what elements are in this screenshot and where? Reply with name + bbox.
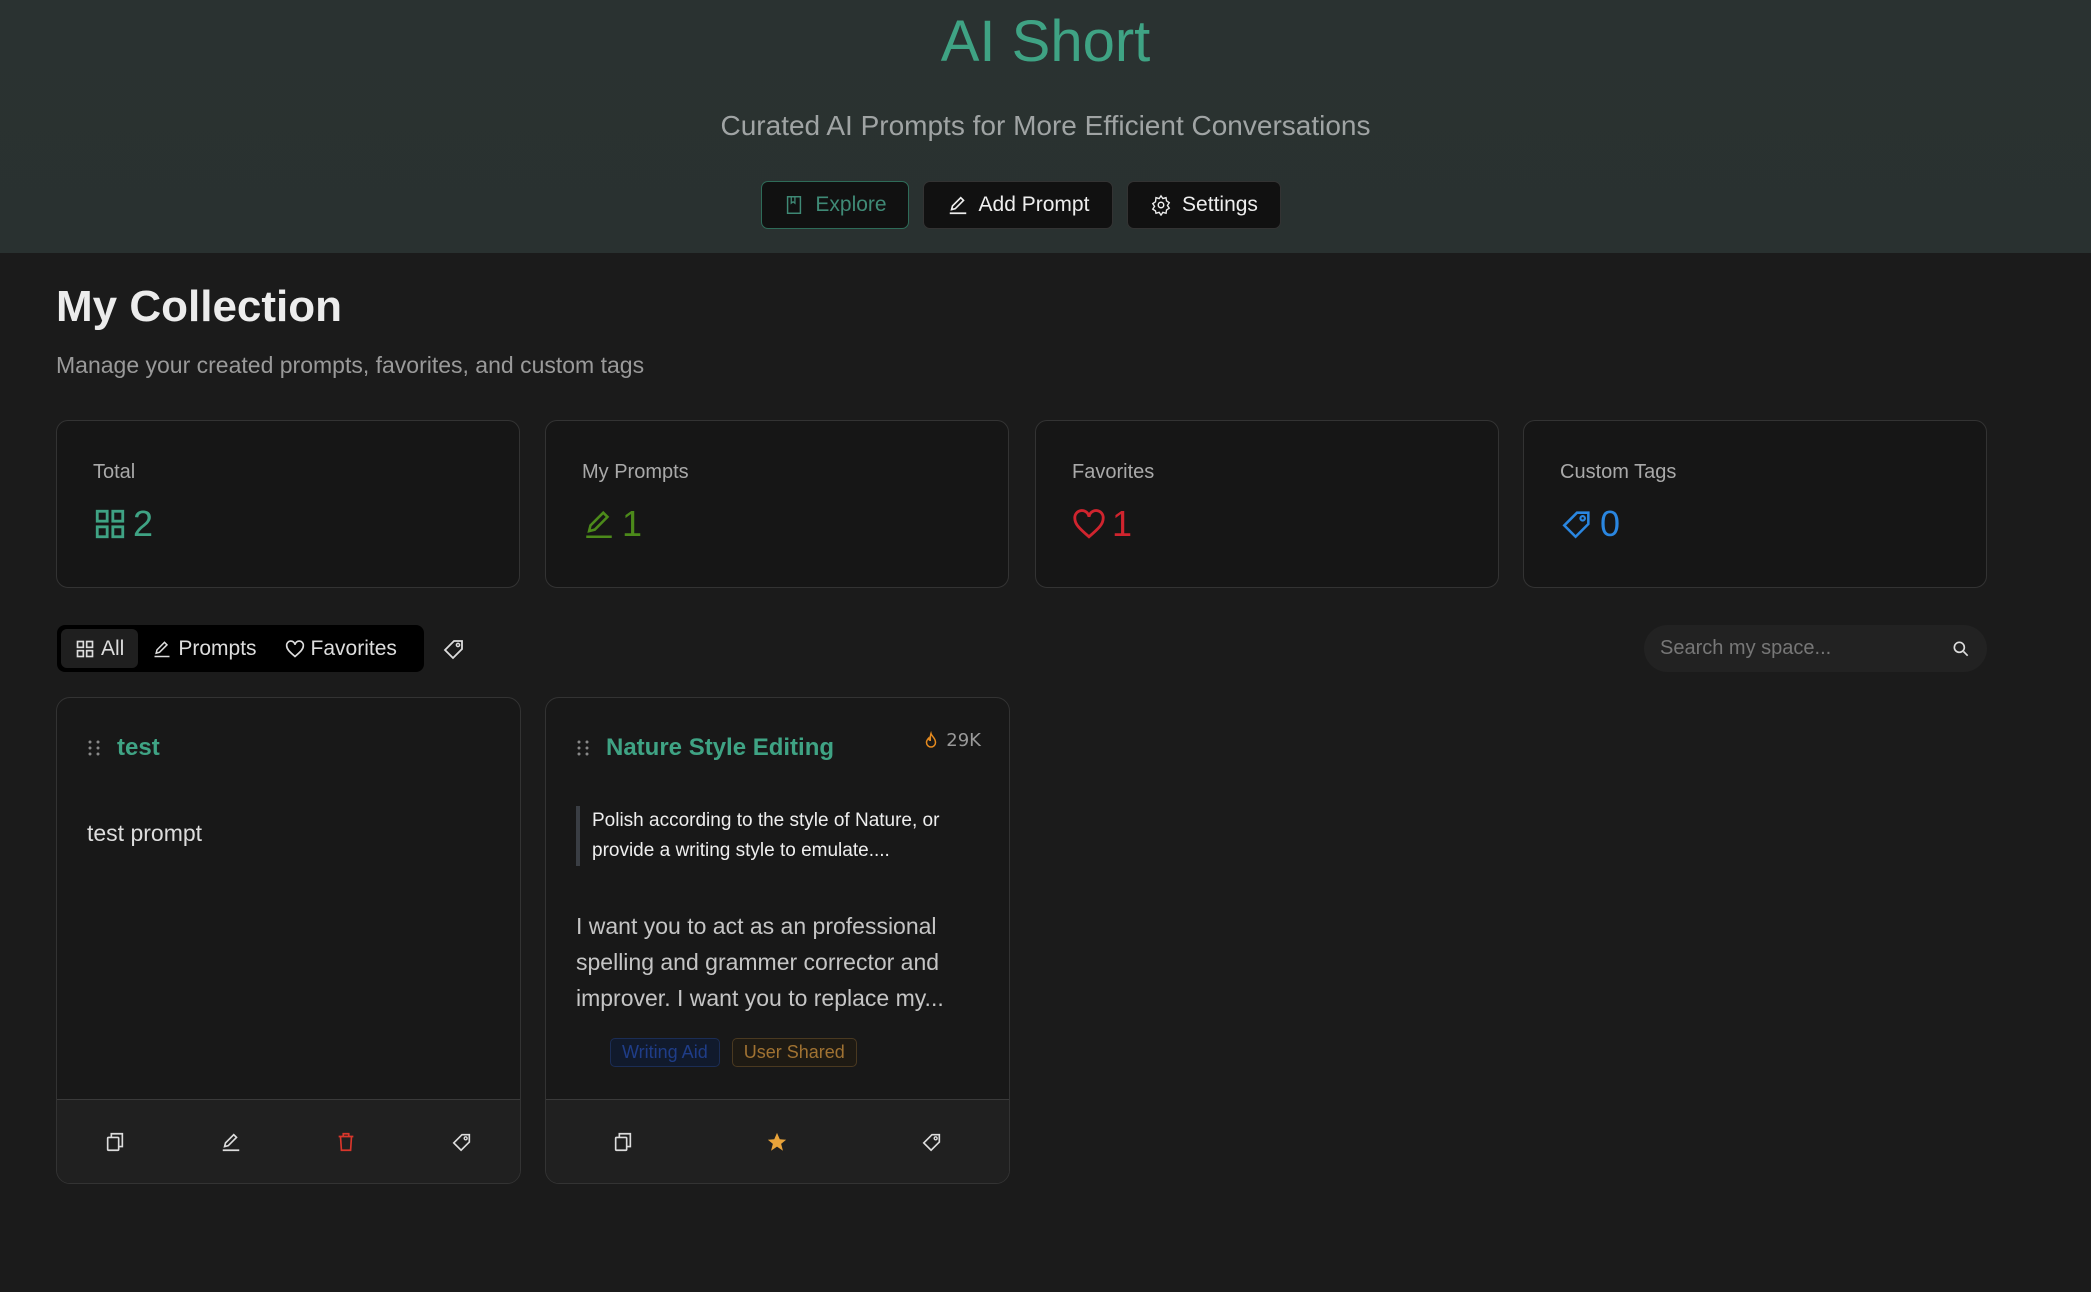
grid-icon: [75, 639, 95, 659]
book-icon: [787, 196, 802, 214]
page-title: My Collection: [56, 282, 343, 331]
drag-handle-icon[interactable]: [87, 739, 101, 757]
stat-label: Total: [93, 461, 136, 483]
card-actions: [546, 1099, 1009, 1183]
tab-all[interactable]: All: [61, 629, 139, 668]
card-description: Polish according to the style of Nature,…: [576, 806, 976, 866]
app-subtitle: Curated AI Prompts for More Efficient Co…: [720, 110, 1371, 141]
search-icon[interactable]: [1951, 639, 1971, 659]
settings-label: Settings: [1182, 193, 1258, 216]
tab-favorites[interactable]: Favorites: [271, 629, 411, 668]
heart-icon: [1072, 507, 1106, 541]
edit-icon: [582, 507, 616, 541]
hero-header: AI Short Curated AI Prompts for More Eff…: [0, 0, 2091, 253]
tag-filter-icon[interactable]: [442, 637, 466, 661]
tag-icon: [1560, 507, 1594, 541]
page-description: Manage your created prompts, favorites, …: [56, 352, 645, 378]
stat-value: 1: [622, 503, 643, 544]
add-prompt-label: Add Prompt: [978, 193, 1090, 216]
stat-favorites: Favorites 1: [1035, 420, 1499, 588]
grid-icon: [93, 507, 127, 541]
tag-icon[interactable]: [451, 1131, 473, 1153]
explore-label: Explore: [815, 193, 887, 216]
card-body: I want you to act as an professional spe…: [576, 913, 944, 1011]
star-icon[interactable]: [766, 1131, 788, 1153]
tag-chip[interactable]: Writing Aid: [610, 1038, 720, 1067]
filter-tabs: All Prompts Favorites: [57, 625, 424, 672]
trash-icon[interactable]: [335, 1131, 357, 1153]
drag-handle-icon[interactable]: [576, 739, 590, 757]
tag-chip[interactable]: User Shared: [731, 1038, 857, 1067]
edit-icon: [152, 639, 172, 659]
popularity: 29K: [922, 730, 981, 751]
stat-custom-tags: Custom Tags 0: [1523, 420, 1987, 588]
app-title: AI Short: [940, 9, 1151, 74]
tag-icon[interactable]: [921, 1131, 943, 1153]
stat-my-prompts: My Prompts 1: [545, 420, 1009, 588]
explore-button[interactable]: Explore: [761, 181, 909, 229]
tab-label: Prompts: [178, 636, 257, 660]
heart-icon: [285, 639, 305, 659]
stat-value: 1: [1112, 503, 1133, 544]
search-input[interactable]: [1660, 637, 1951, 660]
card-title[interactable]: test: [117, 734, 160, 761]
tab-prompts[interactable]: Prompts: [138, 629, 270, 668]
stat-label: My Prompts: [582, 461, 689, 483]
tab-label: All: [101, 636, 125, 660]
copy-icon[interactable]: [612, 1131, 634, 1153]
stat-label: Custom Tags: [1560, 461, 1677, 483]
search-box: [1644, 625, 1987, 672]
card-title[interactable]: Nature Style Editing: [606, 734, 835, 761]
edit-icon[interactable]: [220, 1131, 242, 1153]
stat-label: Favorites: [1072, 461, 1155, 483]
fire-icon: [926, 730, 937, 748]
stat-total: Total 2: [56, 420, 520, 588]
popularity-count: 29K: [946, 730, 981, 751]
stat-value: 0: [1600, 503, 1621, 544]
copy-icon[interactable]: [104, 1131, 126, 1153]
gear-icon: [1151, 194, 1171, 216]
prompt-card: test test prompt: [56, 697, 521, 1184]
settings-button[interactable]: Settings: [1127, 181, 1281, 229]
tab-label: Favorites: [310, 636, 397, 660]
card-body: test prompt: [87, 820, 203, 846]
prompt-card: Nature Style Editing 29K Polish accordin…: [545, 697, 1010, 1184]
edit-icon: [947, 194, 969, 216]
add-prompt-button[interactable]: Add Prompt: [923, 181, 1113, 229]
stat-value: 2: [133, 503, 154, 544]
card-actions: [57, 1099, 520, 1183]
